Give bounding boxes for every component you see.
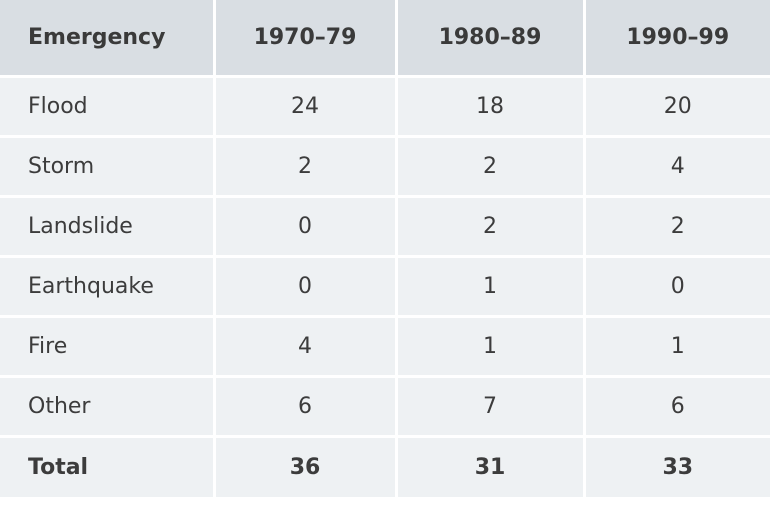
- table-cell: 24: [214, 76, 398, 138]
- table-row: Landslide 0 2 2: [0, 196, 770, 258]
- table-cell: 2: [396, 196, 586, 258]
- table-cell: 4: [214, 316, 398, 378]
- column-header-1970s: 1970–79: [214, 0, 398, 78]
- table-cell: 4: [584, 136, 770, 198]
- table-cell: 7: [396, 376, 586, 438]
- table-cell: 2: [214, 136, 398, 198]
- column-header-1980s: 1980–89: [396, 0, 586, 78]
- total-row: Total 36 31 33: [0, 436, 770, 500]
- column-header-emergency: Emergency: [0, 0, 216, 78]
- table-cell: 1: [396, 316, 586, 378]
- total-cell: 36: [214, 436, 398, 500]
- table-row: Earthquake 0 1 0: [0, 256, 770, 318]
- table-cell: 2: [584, 196, 770, 258]
- total-label: Total: [0, 436, 216, 500]
- table-cell: 20: [584, 76, 770, 138]
- row-label: Landslide: [0, 196, 216, 258]
- table-cell: 2: [396, 136, 586, 198]
- row-label: Earthquake: [0, 256, 216, 318]
- table-cell: 18: [396, 76, 586, 138]
- table-cell: 1: [584, 316, 770, 378]
- row-label: Fire: [0, 316, 216, 378]
- table-row: Fire 4 1 1: [0, 316, 770, 378]
- table-row: Other 6 7 6: [0, 376, 770, 438]
- row-label: Other: [0, 376, 216, 438]
- table-cell: 1: [396, 256, 586, 318]
- table-cell: 6: [584, 376, 770, 438]
- table-cell: 6: [214, 376, 398, 438]
- table-cell: 0: [214, 196, 398, 258]
- total-cell: 33: [584, 436, 770, 500]
- column-header-1990s: 1990–99: [584, 0, 770, 78]
- emergency-table: Emergency 1970–79 1980–89 1990–99 Flood …: [0, 0, 770, 500]
- table-cell: 0: [584, 256, 770, 318]
- table-row: Flood 24 18 20: [0, 76, 770, 138]
- row-label: Flood: [0, 76, 216, 138]
- table-cell: 0: [214, 256, 398, 318]
- header-row: Emergency 1970–79 1980–89 1990–99: [0, 0, 770, 78]
- row-label: Storm: [0, 136, 216, 198]
- total-cell: 31: [396, 436, 586, 500]
- table-row: Storm 2 2 4: [0, 136, 770, 198]
